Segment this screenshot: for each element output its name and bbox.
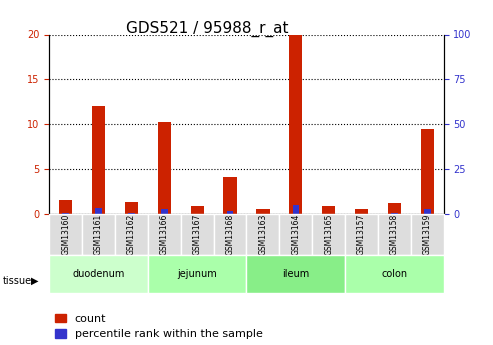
Bar: [92, 106, 105, 214]
FancyBboxPatch shape: [148, 255, 246, 293]
Bar: [161, 208, 168, 214]
FancyBboxPatch shape: [378, 214, 411, 255]
Text: GSM13165: GSM13165: [324, 214, 333, 255]
Bar: [421, 129, 434, 214]
Bar: [125, 202, 138, 214]
FancyBboxPatch shape: [49, 255, 148, 293]
Bar: [128, 213, 135, 214]
Bar: [95, 208, 102, 214]
Text: ▶: ▶: [31, 276, 38, 286]
FancyBboxPatch shape: [49, 214, 82, 255]
FancyBboxPatch shape: [345, 255, 444, 293]
FancyBboxPatch shape: [411, 214, 444, 255]
FancyBboxPatch shape: [345, 214, 378, 255]
Bar: [158, 121, 171, 214]
FancyBboxPatch shape: [181, 214, 213, 255]
FancyBboxPatch shape: [246, 214, 280, 255]
Text: GSM13164: GSM13164: [291, 214, 300, 255]
FancyBboxPatch shape: [115, 214, 148, 255]
FancyBboxPatch shape: [148, 214, 181, 255]
Text: colon: colon: [382, 269, 407, 279]
Bar: [59, 200, 72, 214]
Text: GSM13160: GSM13160: [61, 214, 70, 255]
FancyBboxPatch shape: [280, 214, 312, 255]
Text: GSM13168: GSM13168: [226, 214, 235, 255]
Text: GSM13157: GSM13157: [357, 214, 366, 255]
FancyBboxPatch shape: [312, 214, 345, 255]
Bar: [289, 34, 302, 214]
Bar: [191, 206, 204, 214]
Bar: [227, 211, 233, 214]
Text: GDS521 / 95988_r_at: GDS521 / 95988_r_at: [126, 21, 288, 37]
FancyBboxPatch shape: [213, 214, 246, 255]
Text: GSM13167: GSM13167: [193, 214, 202, 255]
Bar: [322, 206, 335, 214]
Text: GSM13159: GSM13159: [423, 214, 432, 255]
Text: tissue: tissue: [2, 276, 32, 286]
Text: GSM13162: GSM13162: [127, 214, 136, 255]
Text: GSM13163: GSM13163: [258, 214, 267, 255]
Bar: [223, 177, 237, 214]
Text: jejunum: jejunum: [177, 269, 217, 279]
Text: GSM13166: GSM13166: [160, 214, 169, 255]
Text: GSM13161: GSM13161: [94, 214, 103, 255]
Text: ileum: ileum: [282, 269, 310, 279]
Bar: [355, 208, 368, 214]
Bar: [424, 209, 430, 214]
FancyBboxPatch shape: [82, 214, 115, 255]
Legend: count, percentile rank within the sample: count, percentile rank within the sample: [55, 314, 263, 339]
Bar: [256, 209, 270, 214]
Bar: [391, 213, 398, 214]
Bar: [63, 213, 69, 214]
Text: GSM13158: GSM13158: [390, 214, 399, 255]
Text: duodenum: duodenum: [72, 269, 125, 279]
Bar: [292, 206, 299, 214]
Bar: [388, 203, 401, 214]
FancyBboxPatch shape: [246, 255, 345, 293]
